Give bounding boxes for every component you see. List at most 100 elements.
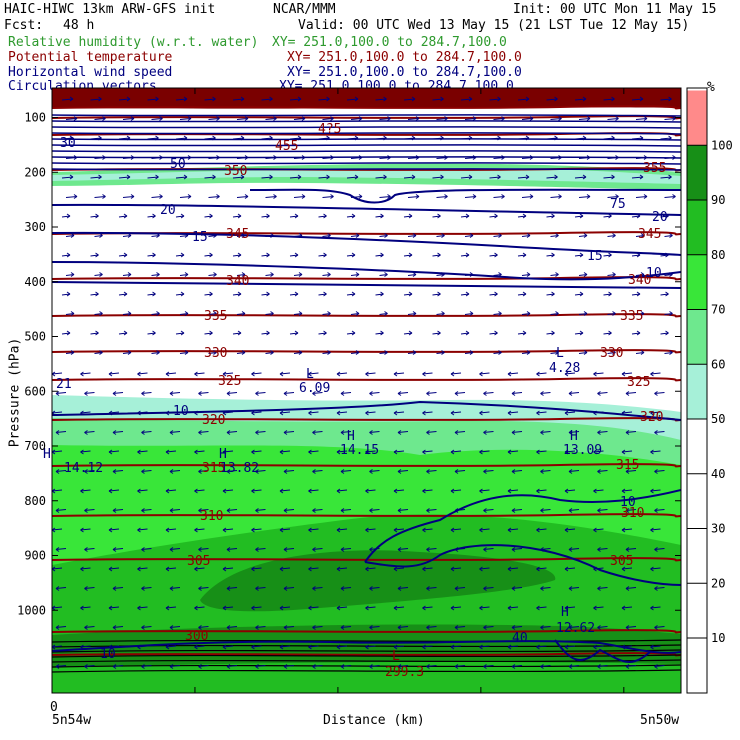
vector-arrow — [80, 372, 91, 375]
vector-arrowhead — [668, 96, 672, 102]
vector-arrowhead — [564, 449, 569, 455]
vector-arrow — [564, 489, 576, 492]
vector-arrowhead — [522, 252, 527, 258]
vector-arrowhead — [564, 410, 569, 416]
vector-arrow — [540, 587, 551, 589]
vector-arrowhead — [415, 155, 420, 160]
vector-arrowhead — [66, 252, 71, 258]
vector-arrowhead — [483, 508, 487, 513]
vector-arrowhead — [579, 330, 584, 336]
vector-arrow — [517, 98, 530, 101]
vector-arrow — [460, 98, 473, 101]
vector-arrowhead — [536, 605, 540, 611]
vector-arrowhead — [625, 430, 630, 435]
vector-arrowhead — [137, 488, 141, 494]
vector-arrow — [65, 118, 78, 120]
vector-arrow — [94, 196, 106, 198]
vector-arrowhead — [270, 233, 274, 238]
vector-arrow — [369, 587, 380, 589]
vector-arrowhead — [169, 664, 174, 669]
vector-arrowhead — [669, 311, 673, 316]
vector-arrow — [222, 606, 234, 609]
vector-arrow — [426, 509, 437, 511]
surface-contour — [52, 639, 681, 643]
vector-arrow — [65, 274, 75, 276]
theta-label: 320 — [640, 410, 663, 425]
vector-arrow — [318, 293, 327, 296]
jet-contour — [52, 126, 681, 129]
vector-arrow — [625, 665, 637, 667]
vector-arrow — [621, 567, 633, 570]
vector-arrowhead — [579, 291, 584, 297]
vector-arrow — [336, 567, 348, 570]
vector-arrow — [489, 98, 501, 101]
vector-arrow — [597, 470, 608, 472]
vector-arrowhead — [354, 174, 359, 180]
vector-arrowhead — [55, 625, 60, 630]
vector-arrowhead — [301, 194, 306, 199]
vector-arrowhead — [184, 272, 189, 277]
vector-arrowhead — [84, 469, 88, 474]
init-time: Init: 00 UTC Mon 11 May 15 — [513, 2, 717, 17]
vector-arrowhead — [102, 194, 106, 199]
vector-arrowhead — [511, 391, 516, 396]
vector-arrowhead — [479, 527, 483, 533]
vector-arrow — [650, 411, 661, 414]
x-endpoint-right: 5n50w — [640, 713, 680, 728]
vector-arrowhead — [336, 527, 341, 533]
vector-arrowhead — [108, 371, 113, 377]
vector-arrow — [308, 567, 319, 570]
vector-arrow — [108, 528, 120, 531]
vector-arrowhead — [194, 566, 198, 572]
vector-arrow — [407, 196, 420, 198]
vector-arrow — [365, 489, 376, 492]
vector-arrow — [660, 215, 669, 218]
vector-arrowhead — [130, 116, 135, 121]
vector-arrowhead — [156, 272, 160, 277]
vector-arrow — [536, 645, 547, 648]
vector-arrow — [80, 528, 91, 531]
vector-arrow — [141, 548, 152, 550]
vector-arrowhead — [483, 664, 487, 669]
vector-arrowhead — [141, 430, 145, 435]
vector-arrow — [226, 626, 238, 628]
colorbar-tick-label: 20 — [711, 576, 725, 590]
vector-arrow — [61, 176, 74, 179]
vector-arrowhead — [355, 233, 360, 238]
vector-arrowhead — [412, 233, 417, 238]
vector-arrow — [222, 567, 234, 570]
vector-arrow — [232, 254, 242, 257]
vector-arrowhead — [608, 291, 612, 297]
vector-arrowhead — [597, 469, 601, 474]
wind-label: 75 — [610, 197, 626, 212]
vector-arrowhead — [511, 469, 516, 474]
vector-arrowhead — [330, 194, 334, 199]
vector-arrow — [365, 372, 376, 375]
vector-arrowhead — [222, 644, 227, 650]
vector-arrowhead — [412, 311, 417, 316]
vector-arrow — [493, 118, 505, 120]
vector-arrowhead — [187, 116, 192, 121]
vector-arrow — [635, 235, 645, 237]
vector-arrow — [521, 313, 531, 315]
vector-arrowhead — [411, 135, 416, 141]
vector-arrow — [479, 567, 490, 570]
vector-arrow — [112, 470, 124, 472]
vector-arrow — [564, 450, 576, 453]
vector-arrowhead — [66, 291, 71, 297]
vector-arrow — [194, 450, 205, 453]
fcst-label: Fcst: — [4, 18, 44, 33]
vector-arrow — [236, 118, 249, 120]
vector-arrowhead — [621, 449, 626, 455]
vector-arrow — [204, 332, 213, 335]
vector-arrow — [397, 431, 409, 433]
vector-arrow — [650, 450, 661, 453]
vector-arrowhead — [621, 566, 626, 572]
vector-arrowhead — [273, 194, 277, 199]
vector-arrow — [607, 352, 616, 354]
vector-arrow — [141, 509, 152, 511]
vector-arrow — [507, 411, 519, 414]
vector-arrow — [346, 215, 356, 218]
vector-arrowhead — [241, 272, 246, 277]
vector-arrowhead — [540, 469, 544, 474]
